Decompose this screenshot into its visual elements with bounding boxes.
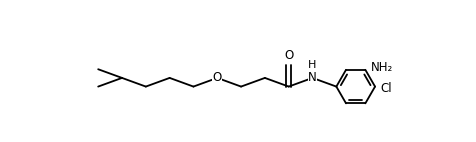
- Text: O: O: [284, 49, 293, 62]
- Text: Cl: Cl: [381, 82, 392, 95]
- Text: N: N: [308, 71, 317, 84]
- Text: NH₂: NH₂: [371, 61, 394, 74]
- Text: O: O: [213, 71, 222, 84]
- Text: H: H: [308, 60, 317, 70]
